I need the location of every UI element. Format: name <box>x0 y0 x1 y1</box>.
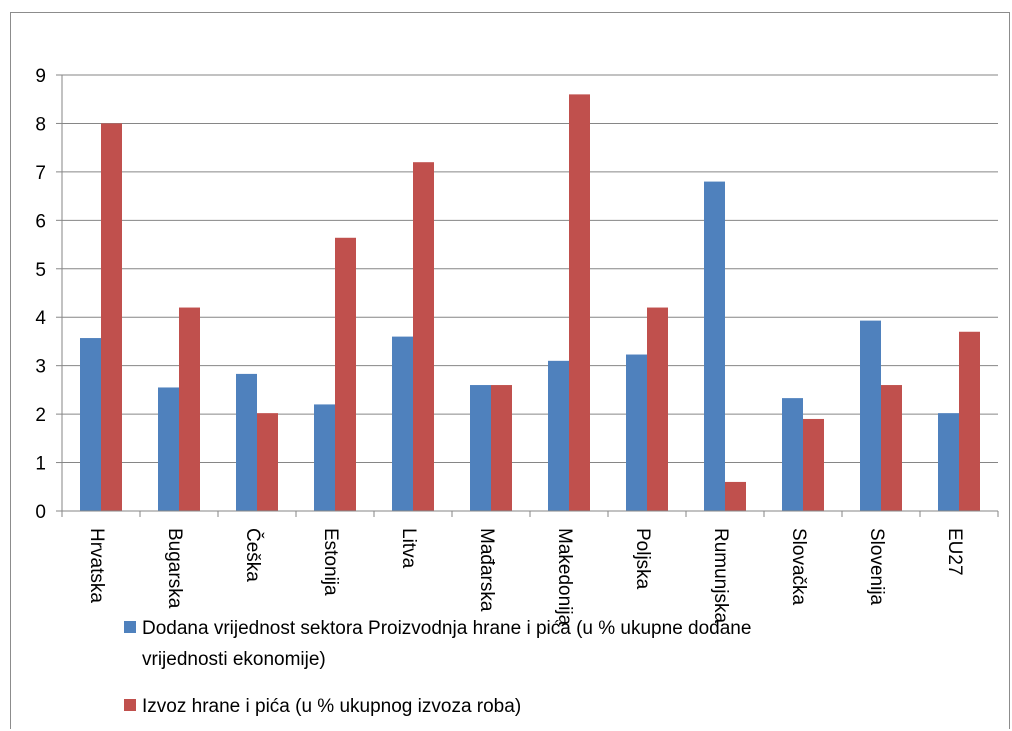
y-tick-label: 8 <box>35 114 46 135</box>
bar-series-1 <box>80 338 101 511</box>
bar-series-2 <box>335 237 356 512</box>
y-tick-label: 9 <box>35 66 46 87</box>
bar-series-2 <box>413 162 434 511</box>
y-tick-label: 4 <box>35 308 46 329</box>
y-tick-label: 5 <box>35 260 46 281</box>
y-tick-label: 7 <box>35 163 46 184</box>
legend-swatch-series-2 <box>124 699 136 711</box>
chart-frame <box>10 12 1010 729</box>
x-tick-label: Litva <box>398 528 419 569</box>
legend: Dodana vrijednost sektora Proizvodnja hr… <box>124 618 751 717</box>
x-tick-label: Češka <box>242 528 264 582</box>
bar-series-1 <box>314 404 335 511</box>
x-tick-labels: Hrvatska Bugarska Češka Estonija Litva Mađars… <box>86 528 965 626</box>
x-tick-label: EU27 <box>944 528 965 576</box>
bars <box>80 94 980 512</box>
x-tick-label: Bugarska <box>164 528 185 609</box>
x-tick-label: Makedonija <box>554 528 575 626</box>
bar-series-2 <box>569 94 590 511</box>
y-tick-label: 6 <box>35 211 46 232</box>
x-tick-label: Estonija <box>320 528 341 596</box>
bar-series-2 <box>101 123 122 511</box>
bar-series-1 <box>938 413 959 511</box>
bar-series-2 <box>179 307 200 511</box>
legend-label-series-2: Izvoz hrane i pića (u % ukupnog izvoza r… <box>142 696 521 717</box>
x-tick-label: Slovenija <box>866 528 887 606</box>
bar-series-2 <box>881 385 902 511</box>
bar-series-1 <box>236 373 257 511</box>
bar-series-2 <box>257 413 278 511</box>
x-tick-label: Slovačka <box>788 528 809 606</box>
bar-series-2 <box>959 331 980 511</box>
x-tick-label: Poljska <box>632 528 653 590</box>
legend-label-series-1-line-2: vrijednosti ekonomije) <box>142 649 326 670</box>
bar-series-2 <box>491 385 512 511</box>
axes <box>61 75 999 517</box>
bar-series-1 <box>470 385 491 511</box>
bar-series-2 <box>725 481 746 511</box>
bar-series-2 <box>647 307 668 511</box>
grid-lines <box>56 74 998 512</box>
bar-series-1 <box>626 354 647 511</box>
x-tick-label: Hrvatska <box>86 528 107 603</box>
bar-series-1 <box>548 360 569 511</box>
bar-series-1 <box>158 387 179 511</box>
bar-series-1 <box>860 320 881 511</box>
bar-series-1 <box>704 181 725 512</box>
y-tick-label: 2 <box>35 405 46 426</box>
legend-label-series-1-line-1: Dodana vrijednost sektora Proizvodnja hr… <box>142 618 751 639</box>
legend-swatch-series-1 <box>124 621 136 633</box>
bar-series-2 <box>803 418 824 511</box>
y-tick-label: 0 <box>35 502 46 523</box>
y-tick-label: 3 <box>35 357 46 378</box>
bar-series-1 <box>782 398 803 511</box>
y-tick-label: 1 <box>35 454 46 475</box>
bar-series-1 <box>392 336 413 511</box>
x-tick-label: Rumunjska <box>710 528 731 623</box>
x-tick-label: Mađarska <box>476 528 497 612</box>
y-tick-labels: 0 1 2 3 4 5 6 7 8 9 <box>35 66 46 523</box>
